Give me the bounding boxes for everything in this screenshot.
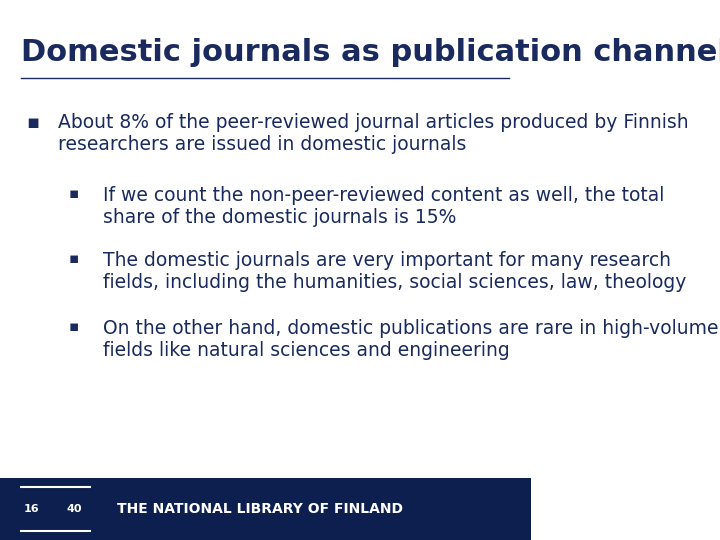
Text: 40: 40 bbox=[66, 504, 82, 514]
Text: The domestic journals are very important for many research
fields, including the: The domestic journals are very important… bbox=[104, 251, 687, 292]
Text: ▪: ▪ bbox=[69, 319, 79, 334]
Text: ▪: ▪ bbox=[69, 251, 79, 266]
Text: 16: 16 bbox=[24, 504, 40, 514]
Text: ▪: ▪ bbox=[27, 113, 40, 132]
Text: On the other hand, domestic publications are rare in high-volume
fields like nat: On the other hand, domestic publications… bbox=[104, 319, 719, 360]
Text: ▪: ▪ bbox=[69, 186, 79, 201]
Text: Domestic journals as publication channels: Domestic journals as publication channel… bbox=[21, 38, 720, 67]
Text: If we count the non-peer-reviewed content as well, the total
share of the domest: If we count the non-peer-reviewed conten… bbox=[104, 186, 665, 227]
Bar bbox=[0, 478, 531, 540]
Text: About 8% of the peer-reviewed journal articles produced by Finnish
researchers a: About 8% of the peer-reviewed journal ar… bbox=[58, 113, 689, 154]
Text: THE NATIONAL LIBRARY OF FINLAND: THE NATIONAL LIBRARY OF FINLAND bbox=[117, 502, 402, 516]
